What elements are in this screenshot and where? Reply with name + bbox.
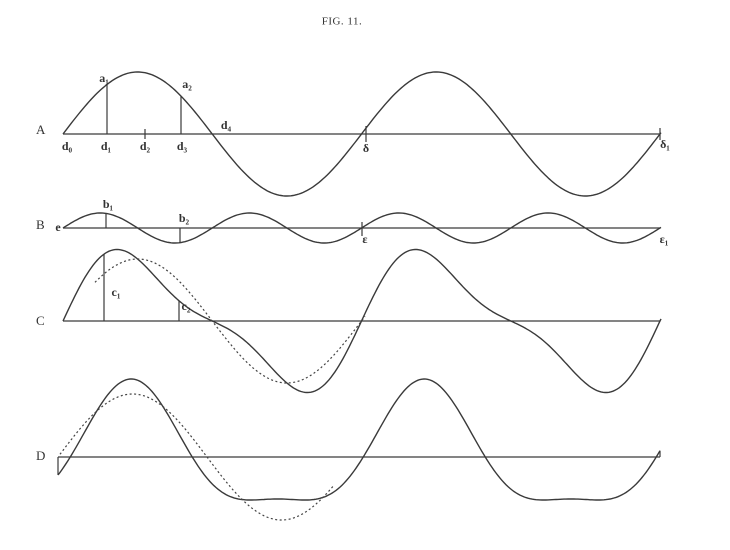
point-label: d₂ [140,139,151,153]
point-label: d₄ [221,118,232,132]
wave-d [57,378,661,501]
point-label: c₂ [182,299,191,313]
point-label: a₁ [99,71,109,85]
point-label: e [55,220,61,234]
row-label: C [36,313,45,328]
point-label: d₀ [62,139,73,153]
point-label: b₁ [103,197,114,211]
point-label: c₁ [112,285,121,299]
point-label: ε₁ [660,232,669,246]
wave-a [62,71,662,197]
point-label: d₁ [101,139,112,153]
point-label: d₃ [177,139,188,153]
wave-d-dotted [59,393,335,521]
point-label: δ₁ [660,137,670,151]
figure-title: FIG. 11. [322,16,363,28]
point-label: δ [363,141,369,155]
point-label: a₂ [182,77,192,91]
point-label: b₂ [179,211,190,225]
point-label: ε [362,232,367,246]
row-label: D [36,448,45,463]
row-label: B [36,217,45,232]
row-label: A [36,122,46,137]
